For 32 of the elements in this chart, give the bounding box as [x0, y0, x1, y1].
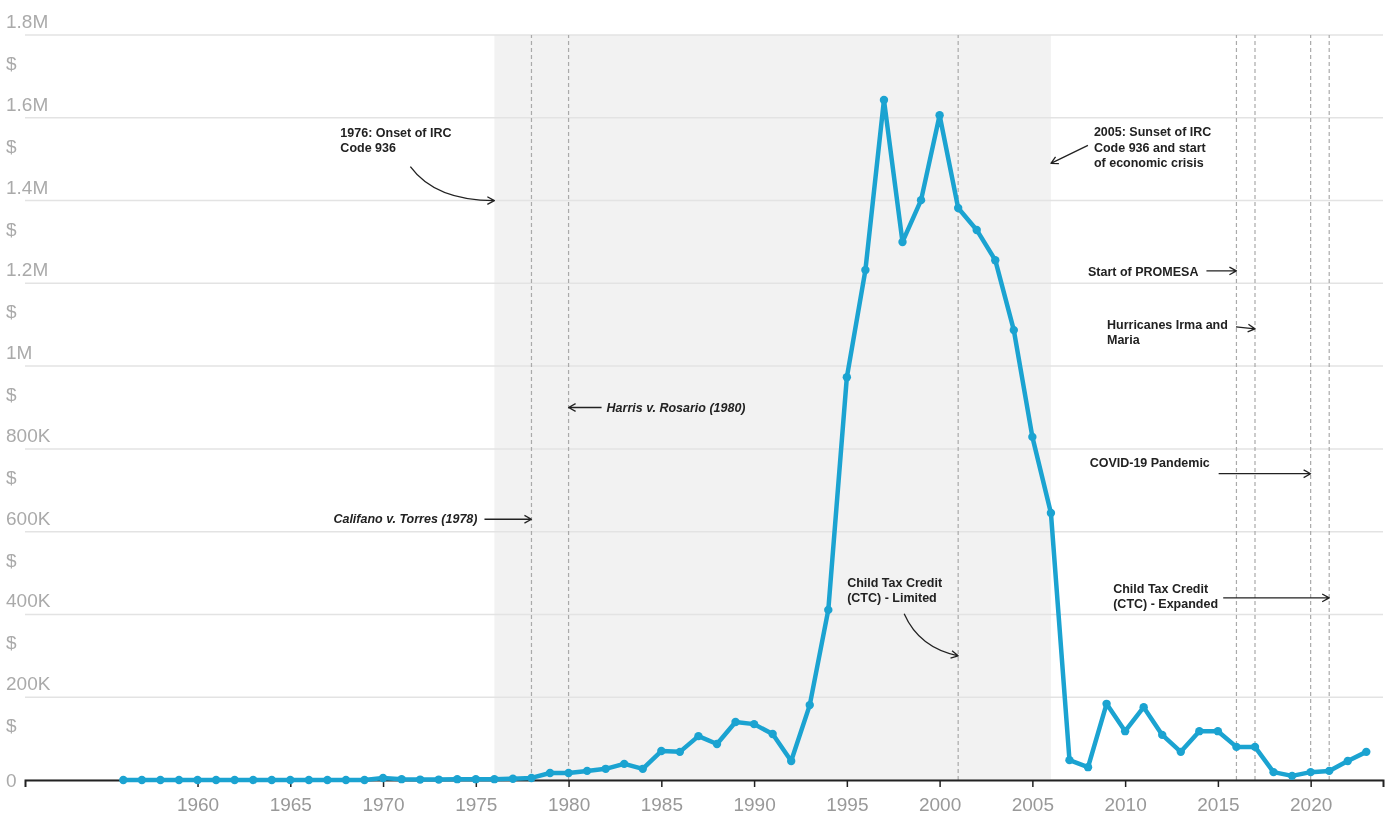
x-tick-label: 1995 [826, 793, 869, 815]
annotation: Harris v. Rosario (1980) [606, 400, 746, 415]
y-tick-label: 1.2M $ [6, 259, 49, 323]
annotation: COVID-19 Pandemic [1089, 455, 1210, 470]
y-tick-label: 1M $ [6, 342, 33, 406]
annotation: Hurricanes Irma and Maria [1106, 317, 1228, 348]
x-tick-label: 2015 [1197, 793, 1240, 815]
annotation: 1976: Onset of IRC Code 936 [340, 125, 452, 156]
y-tick-label: 1.6M $ [6, 93, 49, 157]
x-tick-label: 2005 [1011, 793, 1055, 815]
annotation: Start of PROMESA [1088, 264, 1199, 279]
x-tick-label: 1980 [547, 793, 591, 815]
annotation: 2005: Sunset of IRC Code 936 and start of economic crisis [1093, 125, 1212, 171]
x-tick-label: 2010 [1104, 793, 1147, 815]
y-tick-label: 400K $ [6, 590, 51, 654]
x-tick-label: 1985 [640, 793, 683, 815]
y-tick-label: 1.4M $ [6, 176, 49, 240]
annotation: Califano v. Torres (1978) [333, 512, 478, 527]
x-tick-label: 1970 [362, 793, 405, 815]
x-tick-label: 1990 [733, 793, 776, 815]
annotation: Child Tax Credit (CTC) - Limited [847, 575, 943, 606]
x-tick-label: 2000 [918, 793, 962, 815]
y-tick-label: 800K $ [6, 424, 51, 488]
x-tick-label: 1960 [176, 793, 220, 815]
y-tick-label: 0 [6, 770, 17, 791]
y-tick-label: 200K $ [6, 673, 51, 737]
y-tick-label: 1.8M $ [6, 11, 49, 74]
annotation: Child Tax Credit (CTC) - Expanded [1113, 581, 1219, 612]
x-tick-label: 1965 [269, 793, 312, 815]
x-tick-label: 2020 [1290, 793, 1333, 815]
x-tick-label: 1975 [455, 793, 498, 815]
y-tick-label: 600K $ [6, 507, 51, 571]
